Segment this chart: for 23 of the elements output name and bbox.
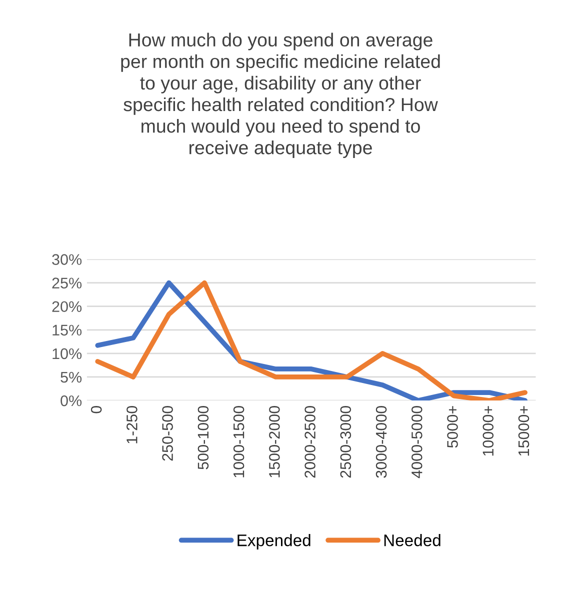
x-tick-label: 5000+ <box>447 406 458 448</box>
x-tick-label: 3000-4000 <box>376 406 387 478</box>
chart-title: How much do you spend on average per month on specific medicine related to your age, disability or any other specific health related condition? How much would you need to spend to receive adequate type <box>121 32 440 158</box>
y-tick-label: 15% <box>52 324 82 336</box>
y-tick-label: 25% <box>52 278 82 288</box>
x-tick-label: 1500-2000 <box>269 406 280 478</box>
x-tick-label: 250-500 <box>162 406 173 461</box>
y-tick-label: 5% <box>60 372 82 383</box>
legend-label: Expended <box>238 534 310 550</box>
x-tick-label: 15000+ <box>518 406 530 456</box>
x-tick-label: 10000+ <box>482 406 494 456</box>
x-tick-label: 1000-1500 <box>233 406 244 478</box>
y-tick-label: 0% <box>60 395 82 406</box>
x-tick-label: 2000-2500 <box>304 406 316 478</box>
legend-label: Needed <box>384 534 440 546</box>
x-tick-label: 500-1000 <box>198 406 209 470</box>
x-tick-label: 1-250 <box>126 406 138 444</box>
y-tick-label: 10% <box>52 348 82 360</box>
y-tick-label: 20% <box>52 301 82 312</box>
x-tick-label: 4000-5000 <box>411 406 422 478</box>
x-tick-label: 0 <box>90 406 102 414</box>
x-tick-label: 2500-3000 <box>340 406 352 478</box>
y-tick-label: 30% <box>52 254 82 265</box>
